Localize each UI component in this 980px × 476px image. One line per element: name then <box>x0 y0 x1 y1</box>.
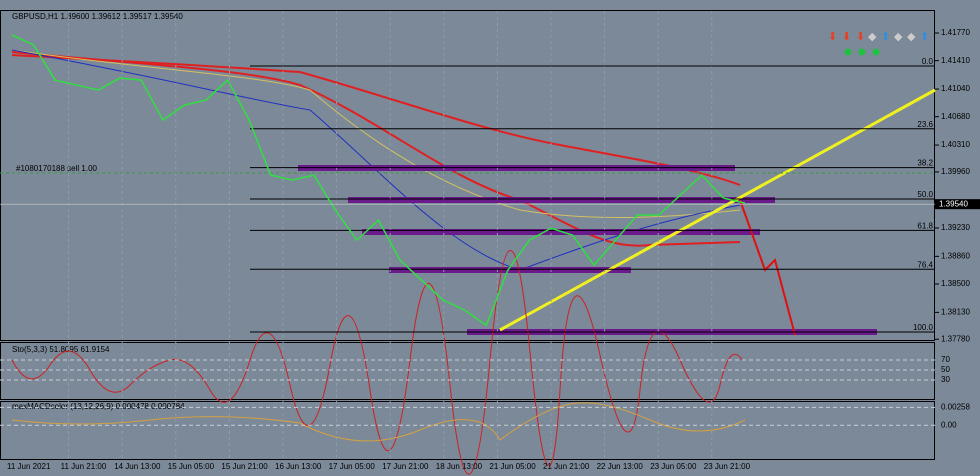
y-tick-label: 1.41040 <box>941 84 970 93</box>
macd-signal <box>11 402 746 442</box>
x-tick-label: 15 Jun 21:00 <box>221 462 268 471</box>
arrows: ⬇ ⬇ ⬇ ◆ ⬆ ◆ ◆ ⬆ <box>828 31 929 43</box>
y-tick-label: 1.39960 <box>941 167 970 176</box>
arrow-icon: ⬇ <box>842 31 851 43</box>
fib-label: 76.4 <box>917 260 933 269</box>
current-price-label: 1.39540 <box>939 199 968 208</box>
y-tick-label: 50 <box>941 365 950 374</box>
x-tick-label: 17 Jun 05:00 <box>329 462 376 471</box>
price-line <box>11 34 746 327</box>
macd-panel <box>0 401 935 460</box>
stochastic-line <box>11 250 743 475</box>
x-tick-label: 22 Jun 13:00 <box>597 462 644 471</box>
x-tick-label: 14 Jun 13:00 <box>114 462 161 471</box>
signal-icons: ⬇ ⬇ ⬇ ◆ ⬆ ◆ ◆ ⬆ <box>828 31 929 56</box>
y-tick-label: 1.40310 <box>941 140 970 149</box>
y-tick-label: 1.39230 <box>941 223 970 232</box>
y-tick-label: 1.37780 <box>941 334 970 343</box>
x-tick-label: 11 Jun 2021 <box>7 462 51 471</box>
fib-label: 23.6 <box>917 120 933 129</box>
fib-label: 0.0 <box>922 57 934 66</box>
x-tick-label: 18 Jun 13:00 <box>436 462 483 471</box>
fib-label: 38.2 <box>917 159 933 168</box>
x-tick-label: 21 Jun 21:00 <box>543 462 590 471</box>
y-tick-label: 1.38860 <box>941 251 970 260</box>
symbol-header: GBPUSD,H1 1.39600 1.39612 1.39517 1.3954… <box>12 12 183 21</box>
y-tick-label: 1.38500 <box>941 279 970 288</box>
dot-icon <box>844 48 852 56</box>
zone <box>389 267 631 273</box>
fib-label: 61.8 <box>917 221 933 230</box>
y-tick-label: 0.00 <box>941 420 957 429</box>
y-tick-label: 1.38130 <box>941 307 970 316</box>
x-tick-label: 16 Jun 13:00 <box>275 462 322 471</box>
main-panel <box>0 10 935 341</box>
diamond-icon: ◆ <box>868 31 877 43</box>
arrow-icon: ⬇ <box>856 31 865 43</box>
ma-slow <box>11 54 741 186</box>
arrow-icon: ⬆ <box>881 31 890 43</box>
x-tick-label: 17 Jun 21:00 <box>382 462 429 471</box>
stochastic-panel <box>0 342 935 400</box>
fib-label: 50.0 <box>917 190 933 199</box>
stochastic-label: Sto(5,3,3) 51.8095 61.9154 <box>12 345 110 354</box>
x-tick-label: 15 Jun 05:00 <box>168 462 215 471</box>
y-tick-label: 30 <box>941 375 950 384</box>
arrow-icon: ⬆ <box>920 31 929 43</box>
x-tick-label: 23 Jun 21:00 <box>704 462 751 471</box>
x-tick-label: 11 Jun 21:00 <box>61 462 107 471</box>
ma-yellow <box>11 49 741 218</box>
x-tick-label: 23 Jun 05:00 <box>650 462 697 471</box>
y-tick-label: 1.41410 <box>941 56 970 65</box>
order-label: #1080170188 sell 1.00 <box>16 164 98 173</box>
trend-line <box>499 88 936 332</box>
arrow-icon: ⬇ <box>828 31 837 43</box>
macd-label: maxMACDcolor (13,12,26,9) 0.000478 0.000… <box>12 402 185 411</box>
y-tick-label: 1.40680 <box>941 112 970 121</box>
projection-line <box>739 199 796 336</box>
diamond-icon: ◆ <box>894 31 903 43</box>
y-tick-label: 1.41770 <box>941 28 970 37</box>
y-tick-label: 0.00258 <box>941 402 970 411</box>
dot-icon <box>872 48 880 56</box>
x-tick-label: 21 Jun 05:00 <box>489 462 536 471</box>
dot-icon <box>858 48 866 56</box>
y-tick-label: 70 <box>941 355 950 364</box>
diamond-icon: ◆ <box>907 31 916 43</box>
zone <box>348 197 775 203</box>
fib-label: 100.0 <box>913 323 934 332</box>
current-price-box <box>935 199 980 210</box>
